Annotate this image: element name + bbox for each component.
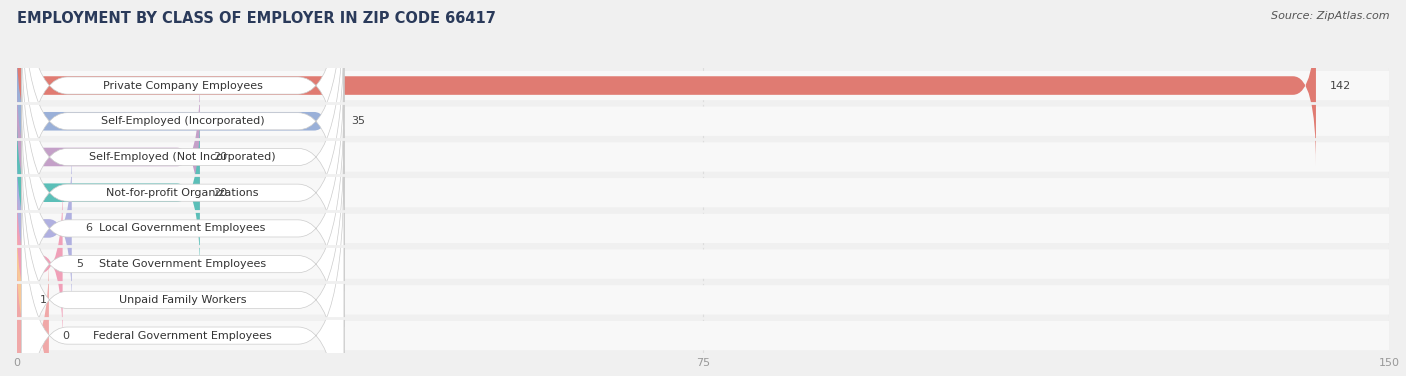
FancyBboxPatch shape [17,143,1389,171]
FancyBboxPatch shape [21,23,344,363]
Text: Self-Employed (Incorporated): Self-Employed (Incorporated) [101,116,264,126]
Text: EMPLOYMENT BY CLASS OF EMPLOYER IN ZIP CODE 66417: EMPLOYMENT BY CLASS OF EMPLOYER IN ZIP C… [17,11,496,26]
FancyBboxPatch shape [21,0,344,327]
Text: 20: 20 [214,152,228,162]
FancyBboxPatch shape [21,58,344,376]
FancyBboxPatch shape [17,77,200,237]
Text: Federal Government Employees: Federal Government Employees [93,331,273,341]
Text: Local Government Employees: Local Government Employees [100,223,266,233]
FancyBboxPatch shape [21,130,344,376]
FancyBboxPatch shape [17,149,72,308]
Text: Source: ZipAtlas.com: Source: ZipAtlas.com [1271,11,1389,21]
FancyBboxPatch shape [17,6,1316,165]
Text: 1: 1 [39,295,46,305]
Text: 5: 5 [76,259,83,269]
FancyBboxPatch shape [17,256,49,376]
FancyBboxPatch shape [21,0,344,256]
FancyBboxPatch shape [21,165,344,376]
Text: 35: 35 [350,116,364,126]
Text: Private Company Employees: Private Company Employees [103,80,263,91]
Text: 6: 6 [86,223,93,233]
Text: Self-Employed (Not Incorporated): Self-Employed (Not Incorporated) [90,152,276,162]
Text: Unpaid Family Workers: Unpaid Family Workers [120,295,246,305]
FancyBboxPatch shape [17,214,1389,243]
FancyBboxPatch shape [17,41,337,201]
FancyBboxPatch shape [21,94,344,376]
Text: 20: 20 [214,188,228,198]
Text: State Government Employees: State Government Employees [100,259,266,269]
Text: 142: 142 [1330,80,1351,91]
FancyBboxPatch shape [17,250,1389,279]
Text: Not-for-profit Organizations: Not-for-profit Organizations [107,188,259,198]
FancyBboxPatch shape [17,71,1389,100]
FancyBboxPatch shape [17,285,1389,314]
FancyBboxPatch shape [21,0,344,291]
FancyBboxPatch shape [17,184,63,344]
FancyBboxPatch shape [17,178,1389,207]
FancyBboxPatch shape [3,220,39,376]
FancyBboxPatch shape [17,321,1389,350]
FancyBboxPatch shape [17,107,1389,136]
FancyBboxPatch shape [17,113,200,273]
Text: 0: 0 [63,331,70,341]
